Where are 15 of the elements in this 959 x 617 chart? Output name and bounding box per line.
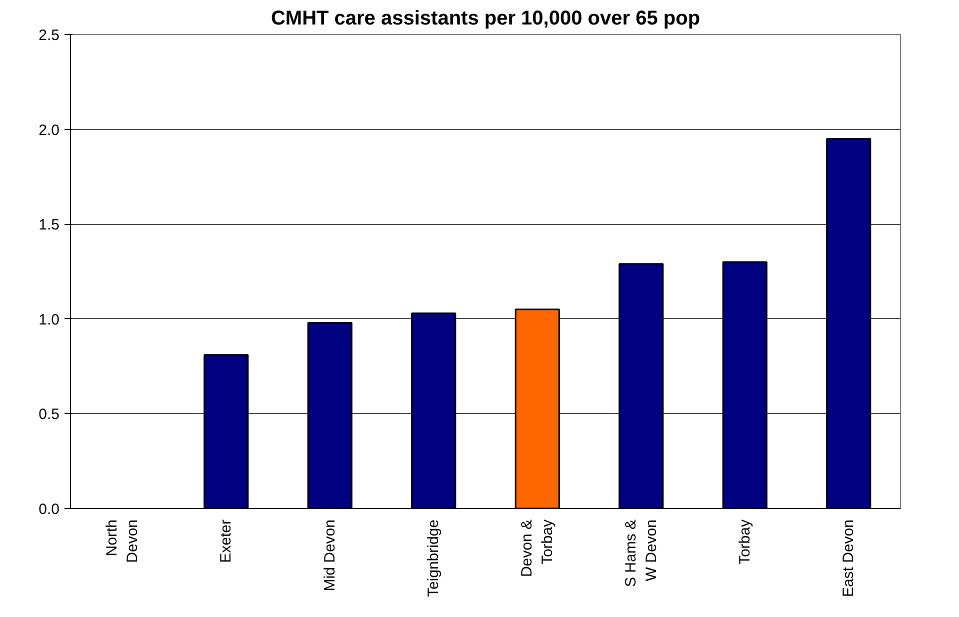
x-tick-label: North Devon (104, 519, 142, 563)
x-tick-label: S Hams & W Devon (622, 519, 660, 588)
y-tick-label: 0.5 (38, 406, 60, 424)
x-tick-label: Mid Devon (321, 519, 338, 592)
x-tick-label: Torbay (736, 519, 754, 565)
y-tick-label: 0.0 (38, 501, 60, 518)
x-tick-label: Teignbridge (425, 519, 442, 598)
x-tick-label: Devon & Torbay (518, 519, 556, 578)
y-tick-label: 1.0 (38, 311, 60, 328)
y-tick-label: 2.0 (38, 122, 60, 139)
chart-title: CMHT care assistants per 10,000 over 65 pop (270, 8, 700, 30)
y-tick-label: 1.5 (38, 216, 60, 234)
x-tick-label: Exeter (218, 519, 235, 563)
y-tick-label: 2.5 (38, 27, 60, 44)
x-tick-label: East Devon (840, 519, 858, 598)
